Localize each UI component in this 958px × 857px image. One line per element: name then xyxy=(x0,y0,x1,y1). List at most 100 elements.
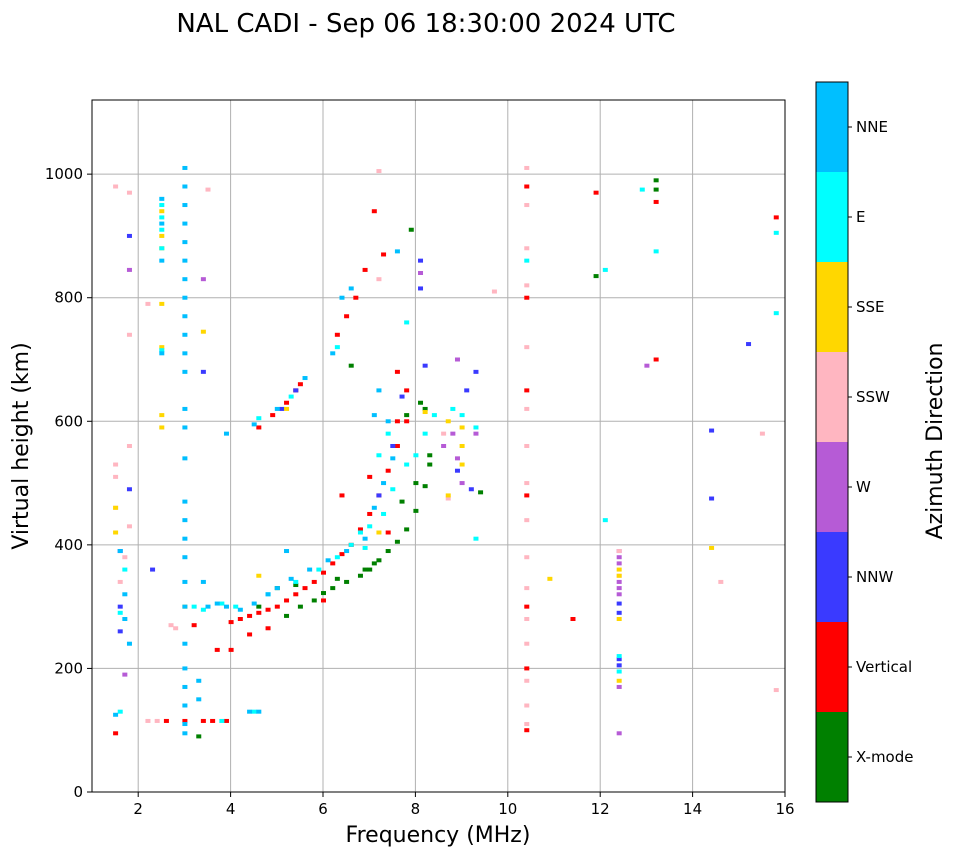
data-point xyxy=(441,444,447,448)
data-point xyxy=(182,456,188,461)
data-point xyxy=(524,641,530,646)
data-point xyxy=(524,493,530,498)
data-point xyxy=(367,474,373,479)
data-point xyxy=(616,610,622,615)
data-point xyxy=(159,351,165,356)
data-point xyxy=(394,369,400,374)
data-point xyxy=(524,388,530,393)
data-point xyxy=(196,678,202,683)
colorbar: X-mode Vertical NNW W SSW SSE E NNE xyxy=(815,81,913,803)
data-point xyxy=(200,277,206,282)
data-point xyxy=(773,215,779,220)
data-point xyxy=(113,474,119,479)
data-point xyxy=(593,190,599,195)
data-point xyxy=(459,425,465,430)
data-point xyxy=(524,555,530,560)
data-point xyxy=(126,233,132,238)
data-point xyxy=(311,598,317,603)
data-point xyxy=(117,579,123,584)
colorbar-label-sse: SSE xyxy=(856,298,885,316)
colorbar-swatch xyxy=(816,352,848,442)
data-point xyxy=(159,203,165,208)
data-point xyxy=(524,617,530,621)
series-e xyxy=(117,187,779,723)
data-point xyxy=(394,539,400,544)
data-point xyxy=(256,709,262,714)
data-point xyxy=(117,629,123,634)
data-point xyxy=(163,718,169,723)
data-point xyxy=(524,728,530,733)
data-point xyxy=(524,604,530,609)
colorbar-label: Azimuth Direction xyxy=(923,342,948,539)
data-point xyxy=(256,604,262,609)
data-point xyxy=(214,647,220,652)
data-point xyxy=(302,586,308,591)
data-point xyxy=(284,613,290,618)
data-point xyxy=(321,591,326,596)
data-point xyxy=(450,406,456,411)
data-point xyxy=(173,626,179,631)
data-point xyxy=(200,329,206,334)
y-tick-label: 400 xyxy=(54,536,83,554)
data-point xyxy=(773,230,779,235)
data-point xyxy=(394,419,400,424)
y-tick-label: 200 xyxy=(54,659,83,677)
data-point xyxy=(418,258,424,263)
data-point xyxy=(159,413,165,418)
data-point xyxy=(256,425,262,430)
data-point xyxy=(362,545,368,550)
data-point xyxy=(450,431,456,436)
data-point xyxy=(616,669,622,674)
data-point xyxy=(524,586,530,591)
data-point xyxy=(182,555,188,560)
data-point xyxy=(228,647,234,652)
data-point xyxy=(524,722,530,727)
data-point xyxy=(182,369,188,374)
data-point xyxy=(113,731,119,736)
data-point xyxy=(524,666,530,671)
data-point xyxy=(117,549,123,554)
data-point xyxy=(154,718,160,723)
data-point xyxy=(459,413,465,418)
data-point xyxy=(616,555,622,560)
data-point xyxy=(223,431,229,436)
data-point xyxy=(196,734,202,739)
data-point xyxy=(524,246,530,251)
colorbar-swatch xyxy=(816,622,848,712)
series-nnw xyxy=(117,233,752,668)
data-point xyxy=(524,165,530,170)
data-point xyxy=(413,508,419,513)
data-point xyxy=(570,617,576,621)
data-point xyxy=(237,617,243,621)
y-tick-label: 600 xyxy=(54,412,83,430)
data-point xyxy=(376,530,382,535)
data-point xyxy=(182,499,188,504)
data-point xyxy=(339,493,345,498)
data-point xyxy=(293,579,299,584)
data-point xyxy=(288,394,294,399)
data-point xyxy=(182,641,188,646)
data-point xyxy=(113,712,119,717)
data-point xyxy=(126,487,132,492)
data-point xyxy=(330,561,336,566)
data-point xyxy=(126,444,132,448)
data-point xyxy=(145,301,151,306)
data-point xyxy=(256,610,262,615)
data-point xyxy=(284,406,290,411)
data-point xyxy=(524,678,530,683)
data-point xyxy=(205,604,211,609)
data-point xyxy=(196,697,202,702)
colorbar-label-w: W xyxy=(856,478,871,496)
data-points xyxy=(113,165,779,739)
data-point xyxy=(159,258,165,263)
data-point xyxy=(182,240,188,245)
data-point xyxy=(616,657,622,662)
data-point xyxy=(117,709,123,714)
data-point xyxy=(602,518,608,523)
data-point xyxy=(376,169,382,174)
data-point xyxy=(159,233,165,238)
data-point xyxy=(182,351,188,356)
data-point xyxy=(473,425,479,430)
data-point xyxy=(376,453,382,458)
